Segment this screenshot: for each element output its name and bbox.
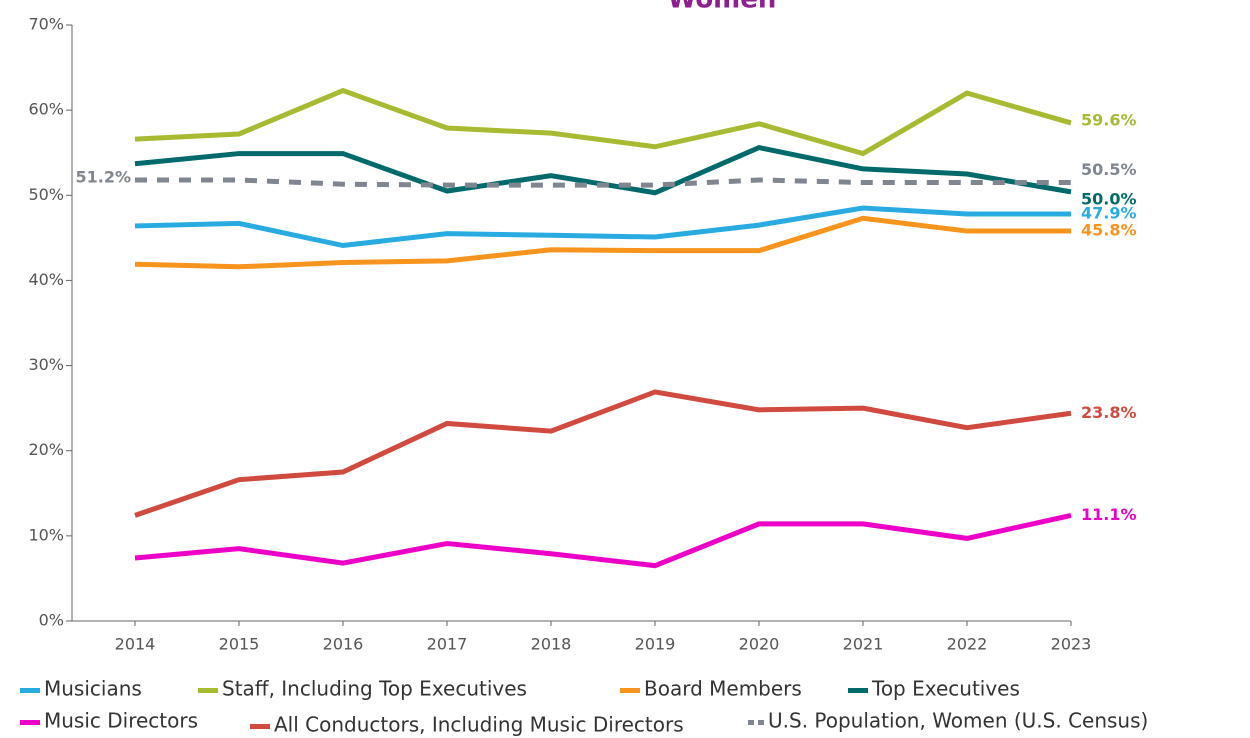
series-line [134,215,1071,270]
end-label: 59.6% [1081,110,1137,129]
legend-swatch [20,688,40,693]
end-label: 23.8% [1081,403,1137,422]
end-label: 11.1% [1081,505,1137,524]
legend-label: Music Directors [44,709,198,733]
legend-label: Board Members [644,677,802,701]
x-tick-label: 2021 [843,635,884,654]
legend-swatch [20,720,40,725]
legend-swatch [198,688,218,693]
y-tick-label: 30% [28,355,64,374]
end-label: 45.8% [1081,221,1137,240]
start-label: 51.2% [75,167,131,186]
y-tick-label: 50% [28,185,64,204]
end-label: 47.9% [1081,204,1137,223]
x-tick-label: 2020 [739,635,780,654]
legend-label: Staff, Including Top Executives [222,677,527,701]
x-tick-label: 2015 [219,635,260,654]
y-tick-label: 70% [28,15,64,34]
legend-swatch [848,688,868,693]
legend-label: Top Executives [871,677,1020,701]
legend-label: U.S. Population, Women (U.S. Census) [768,709,1148,733]
x-tick-label: 2018 [531,635,572,654]
y-tick-label: 0% [39,611,64,630]
series-line [135,177,1071,188]
legend-swatch [620,688,640,693]
x-tick-label: 2014 [115,635,156,654]
series-line [134,205,1071,249]
end-label: 50.0% [1081,189,1137,208]
legend-label: Musicians [44,677,142,701]
end-label: 50.5% [1081,160,1137,179]
y-tick-label: 20% [28,440,64,459]
y-tick-label: 60% [28,100,64,119]
series-line [134,87,1072,157]
series-line [134,389,1072,518]
y-tick-label: 10% [28,525,64,544]
y-tick-label: 40% [28,270,64,289]
x-tick-label: 2017 [427,635,468,654]
legend-swatch [250,724,270,729]
legend-swatch [758,720,764,725]
x-tick-label: 2022 [947,635,988,654]
chart-title: Women [668,0,777,15]
x-tick-label: 2019 [635,635,676,654]
legend-swatch [748,720,754,725]
x-tick-label: 2016 [323,635,364,654]
x-tick-label: 2023 [1051,635,1092,654]
series-line [134,512,1072,569]
legend-label: All Conductors, Including Music Director… [274,713,684,737]
